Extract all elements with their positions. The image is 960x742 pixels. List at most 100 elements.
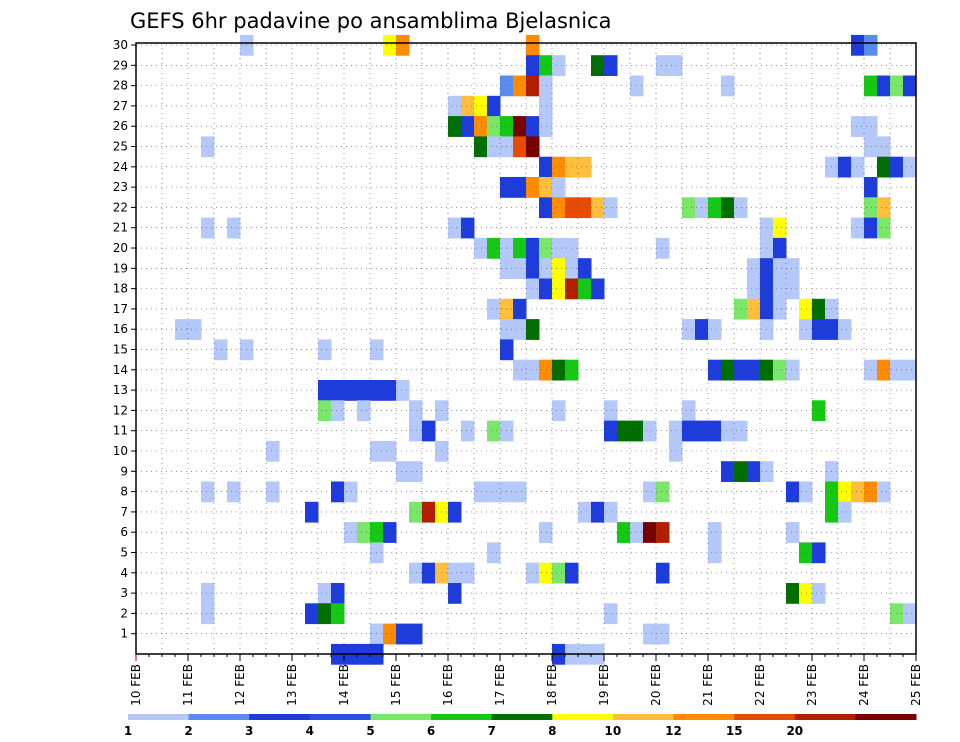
- heatmap-cell: [266, 481, 280, 503]
- heatmap-cell: [721, 461, 735, 482]
- legend-label: 15: [726, 724, 743, 738]
- heatmap-cell: [552, 156, 566, 178]
- heatmap-cell: [812, 319, 826, 340]
- heatmap-cell: [201, 603, 215, 625]
- heatmap-cell: [864, 217, 878, 239]
- heatmap-cell: [552, 278, 566, 300]
- heatmap-cell: [383, 380, 397, 401]
- y-tick-label: 3: [120, 586, 128, 600]
- y-tick-label: 13: [113, 383, 128, 397]
- heatmap-cell: [773, 217, 787, 239]
- heatmap-cell: [513, 319, 527, 340]
- heatmap-cell: [786, 583, 800, 604]
- heatmap-cell: [422, 420, 436, 442]
- heatmap-cell: [656, 55, 670, 76]
- heatmap-cell: [552, 258, 566, 279]
- heatmap-cell: [526, 116, 540, 137]
- heatmap-cell: [669, 440, 683, 462]
- heatmap-cell: [864, 197, 878, 219]
- heatmap-cell: [448, 116, 462, 137]
- heatmap-cell: [409, 501, 423, 523]
- heatmap-cell: [734, 420, 748, 442]
- heatmap-cell: [396, 623, 410, 645]
- heatmap-cell: [708, 542, 722, 564]
- heatmap-cell: [682, 420, 696, 442]
- heatmap-cell: [513, 359, 527, 381]
- heatmap-cell: [487, 116, 501, 137]
- x-tick-label: 14 FEB: [337, 664, 351, 706]
- heatmap-cell: [539, 258, 553, 279]
- heatmap-cell: [344, 481, 358, 503]
- heatmap-cell: [903, 75, 917, 97]
- heatmap-cell: [383, 522, 397, 543]
- heatmap-cell: [656, 481, 670, 503]
- x-tick-label: 11 FEB: [181, 664, 195, 706]
- legend-label: 8: [548, 724, 556, 738]
- legend-swatch: [491, 714, 553, 720]
- y-tick-label: 29: [113, 58, 128, 72]
- heatmap-cell: [331, 481, 345, 503]
- legend-swatch: [855, 714, 917, 720]
- heatmap-cell: [747, 278, 761, 300]
- heatmap-cell: [526, 278, 540, 300]
- heatmap-cell: [227, 481, 241, 503]
- y-tick-label: 11: [113, 424, 128, 438]
- heatmap-cell: [513, 75, 527, 97]
- heatmap-cell: [721, 420, 735, 442]
- heatmap-cell: [578, 197, 592, 219]
- y-tick-label: 10: [113, 444, 128, 458]
- heatmap-cell: [539, 197, 553, 219]
- heatmap-cell: [539, 55, 553, 76]
- heatmap-cell: [656, 237, 670, 259]
- heatmap-cell: [461, 95, 475, 117]
- heatmap-cell: [396, 380, 410, 401]
- heatmap-cell: [786, 522, 800, 543]
- heatmap-cell: [331, 400, 345, 422]
- y-tick-label: 8: [120, 485, 128, 499]
- heatmap-cell: [591, 278, 605, 300]
- legend-label: 6: [427, 724, 435, 738]
- heatmap-cell: [539, 359, 553, 381]
- y-tick-label: 1: [120, 627, 128, 641]
- heatmap-cell: [773, 278, 787, 300]
- heatmap-cell: [357, 522, 371, 543]
- heatmap-cell: [526, 177, 540, 198]
- x-tick-label: 18 FEB: [545, 664, 559, 706]
- heatmap-cell: [799, 481, 813, 503]
- heatmap-cell: [357, 400, 371, 422]
- heatmap-cell: [799, 319, 813, 340]
- heatmap-cell: [552, 562, 566, 584]
- heatmap-cell: [877, 156, 891, 178]
- heatmap-cell: [864, 359, 878, 381]
- heatmap-cell: [903, 603, 917, 625]
- heatmap-cell: [682, 319, 696, 340]
- heatmap-cell: [617, 420, 631, 442]
- x-tick-label: 15 FEB: [389, 664, 403, 706]
- heatmap-cell: [838, 481, 852, 503]
- heatmap-cell: [539, 237, 553, 259]
- heatmap-cell: [474, 481, 488, 503]
- heatmap-cell: [227, 217, 241, 239]
- heatmap-cell: [604, 400, 618, 422]
- heatmap-cell: [838, 156, 852, 178]
- legend-swatch: [249, 714, 311, 720]
- heatmap-cell: [812, 583, 826, 604]
- heatmap-cell: [773, 258, 787, 279]
- heatmap-cell: [396, 34, 410, 56]
- heatmap-cell: [513, 298, 527, 320]
- heatmap-cell: [864, 481, 878, 503]
- legend-label: 7: [488, 724, 496, 738]
- heatmap-cell: [708, 359, 722, 381]
- heatmap-cell: [409, 420, 423, 442]
- heatmap-cell: [513, 258, 527, 279]
- y-tick-label: 16: [113, 322, 128, 336]
- x-axis: 10 FEB 11 FEB 12 FEB 13 FEB 14 FEB 15 FEB 16 F…: [129, 654, 923, 706]
- heatmap-cell: [409, 562, 423, 584]
- heatmap-cell: [383, 440, 397, 462]
- heatmap-cell: [539, 562, 553, 584]
- heatmap-cell: [604, 603, 618, 625]
- heatmap-cell: [188, 319, 202, 340]
- heatmap-cell: [812, 298, 826, 320]
- heatmap-cell: [461, 562, 475, 584]
- heatmap-cell: [799, 542, 813, 564]
